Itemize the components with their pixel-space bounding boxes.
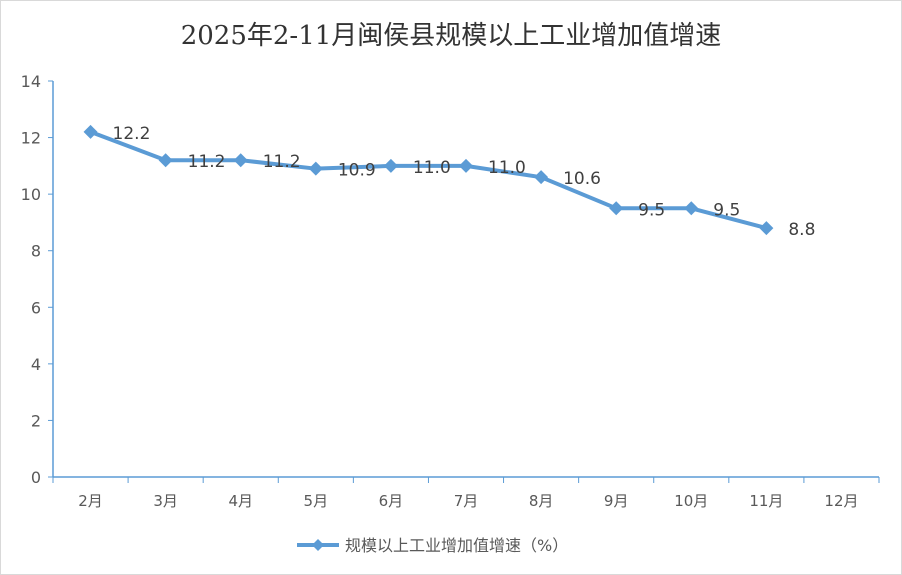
x-tick-label: 3月 [153, 492, 178, 510]
series-line [89, 130, 767, 231]
y-tick-label: 14 [21, 72, 41, 91]
data-point-marker [308, 161, 323, 176]
y-tick-label: 6 [31, 298, 41, 317]
x-tick-label: 4月 [228, 492, 253, 510]
data-point-marker [459, 158, 473, 173]
y-tick-label: 4 [31, 355, 41, 374]
data-point-marker [759, 221, 774, 236]
data-label: 9.5 [638, 200, 665, 220]
y-tick-label: 10 [21, 185, 41, 204]
legend-marker [312, 539, 324, 551]
data-point-marker [684, 201, 699, 216]
data-label: 11.0 [488, 158, 526, 178]
data-point-marker [158, 153, 173, 168]
data-point-marker [83, 124, 98, 139]
data-label: 9.5 [713, 200, 740, 220]
x-tick-label: 11月 [749, 492, 783, 510]
data-label: 11.0 [413, 158, 451, 178]
y-tick-label: 8 [31, 242, 41, 261]
x-tick-label: 8月 [529, 492, 554, 510]
data-label: 10.6 [563, 169, 601, 189]
data-label: 11.2 [263, 152, 301, 172]
data-point-marker [609, 201, 624, 216]
x-tick-label: 7月 [454, 492, 479, 510]
data-label: 12.2 [113, 124, 151, 144]
data-label: 11.2 [188, 152, 226, 172]
data-label: 8.8 [788, 220, 815, 240]
x-tick-label: 5月 [304, 492, 329, 510]
y-tick-label: 2 [31, 411, 41, 430]
x-tick-label: 2月 [78, 492, 103, 510]
chart-title: 2025年2-11月闽侯县规模以上工业增加值增速 [180, 21, 722, 51]
x-tick-label: 10月 [674, 492, 708, 510]
x-tick-label: 6月 [379, 492, 404, 510]
x-tick-label: 12月 [824, 492, 858, 510]
legend-label: 规模以上工业增加值增速（%） [345, 536, 568, 555]
data-point-marker [534, 170, 549, 185]
data-point-marker [233, 153, 248, 168]
y-tick-label: 12 [21, 129, 41, 148]
data-point-marker [383, 158, 398, 173]
x-tick-label: 9月 [604, 492, 629, 510]
y-tick-label: 0 [31, 468, 41, 487]
data-label: 10.9 [338, 161, 376, 181]
